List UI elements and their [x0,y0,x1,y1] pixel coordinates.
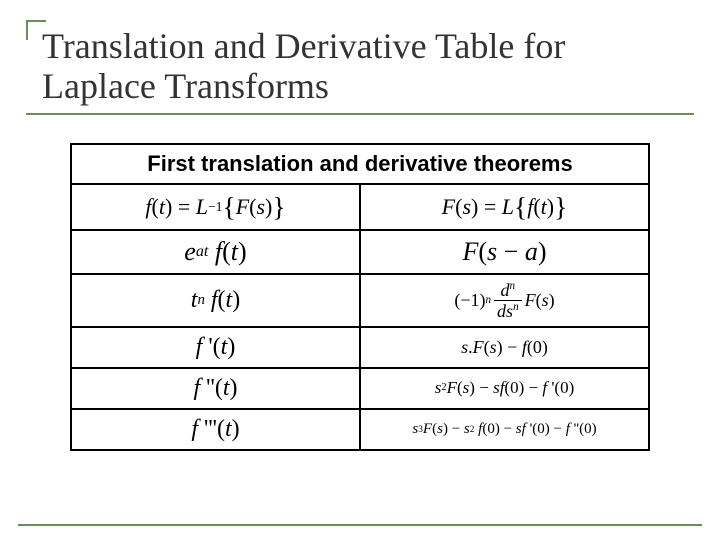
cell-sF-f0: s.F (s) − f (0) [360,327,649,368]
cell-f-prime-1: f ' (t) [71,327,360,368]
cell-s3F: s3F (s) − s2 f (0) − sf ' (0) − f '' (0) [360,409,649,450]
title-corner-ornament [26,20,46,40]
bottom-rule [18,524,702,526]
table-header-cell: First translation and derivative theorem… [71,144,649,184]
cell-inverse-def: f (t) = L−1 { F (s) } [71,184,360,230]
cell-eat-f: eat f (t) [71,230,360,274]
slide-title: Translation and Derivative Table for Lap… [42,20,688,107]
cell-forward-def: F (s) = L { f (t) } [360,184,649,230]
title-underline [26,113,694,115]
table-row: f ''' (t) s3F (s) − s2 f (0) − sf ' [71,409,649,450]
slide: Translation and Derivative Table for Lap… [0,0,720,540]
table-row: tn f (t) (−1)n dn dsn F (s) [71,274,649,327]
table-header-row: First translation and derivative theorem… [71,144,649,184]
table-row: f (t) = L−1 { F (s) } F (s) = [71,184,649,230]
theorem-table: First translation and derivative theorem… [70,143,650,451]
cell-f-prime-2: f '' (t) [71,368,360,409]
table-row: f '' (t) s2F (s) − sf (0) − f ' (0) [71,368,649,409]
title-block: Translation and Derivative Table for Lap… [32,20,688,115]
table-row: f ' (t) s.F (s) − f (0) [71,327,649,368]
cell-s2F: s2F (s) − sf (0) − f ' (0) [360,368,649,409]
cell-F-shift: F (s − a) [360,230,649,274]
cell-tn-f: tn f (t) [71,274,360,327]
cell-f-prime-3: f ''' (t) [71,409,360,450]
theorem-table-container: First translation and derivative theorem… [70,143,650,451]
cell-nth-deriv-F: (−1)n dn dsn F (s) [360,274,649,327]
table-row: eat f (t) F (s − a) [71,230,649,274]
